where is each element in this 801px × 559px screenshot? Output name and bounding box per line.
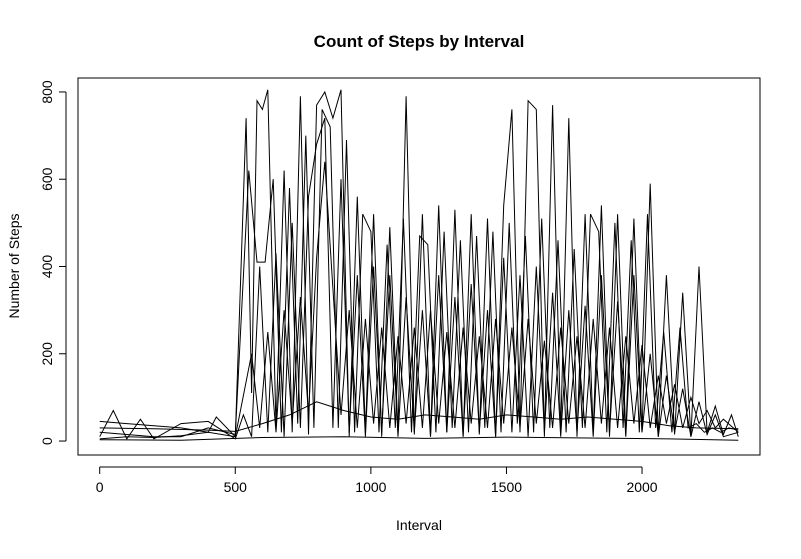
plot-area-border [77, 77, 761, 456]
y-tick-label: 800 [39, 80, 55, 104]
x-axis-label: Interval [396, 517, 442, 533]
series-line-5 [99, 401, 739, 432]
series-line-4 [99, 161, 739, 440]
y-axis-label: Number of Steps [6, 213, 22, 318]
y-tick-label: 400 [39, 255, 55, 279]
series-line-1 [99, 89, 739, 438]
series-line-3 [99, 117, 739, 440]
series-line-6 [99, 436, 739, 441]
y-tick-label: 600 [39, 167, 55, 191]
x-tick-label: 500 [224, 479, 248, 495]
x-tick-label: 2000 [626, 479, 657, 495]
series-layer [99, 89, 739, 441]
x-tick-label: 1000 [355, 479, 386, 495]
y-axis: 0 200 400 600 800 [39, 80, 67, 445]
y-tick-label: 0 [39, 437, 55, 445]
x-tick-label: 1500 [491, 479, 522, 495]
series-line-2 [99, 109, 739, 438]
x-tick-label: 0 [96, 479, 104, 495]
y-tick-label: 200 [39, 342, 55, 366]
x-axis: 0 500 1000 1500 2000 [96, 466, 658, 495]
chart-title: Count of Steps by Interval [314, 32, 525, 51]
